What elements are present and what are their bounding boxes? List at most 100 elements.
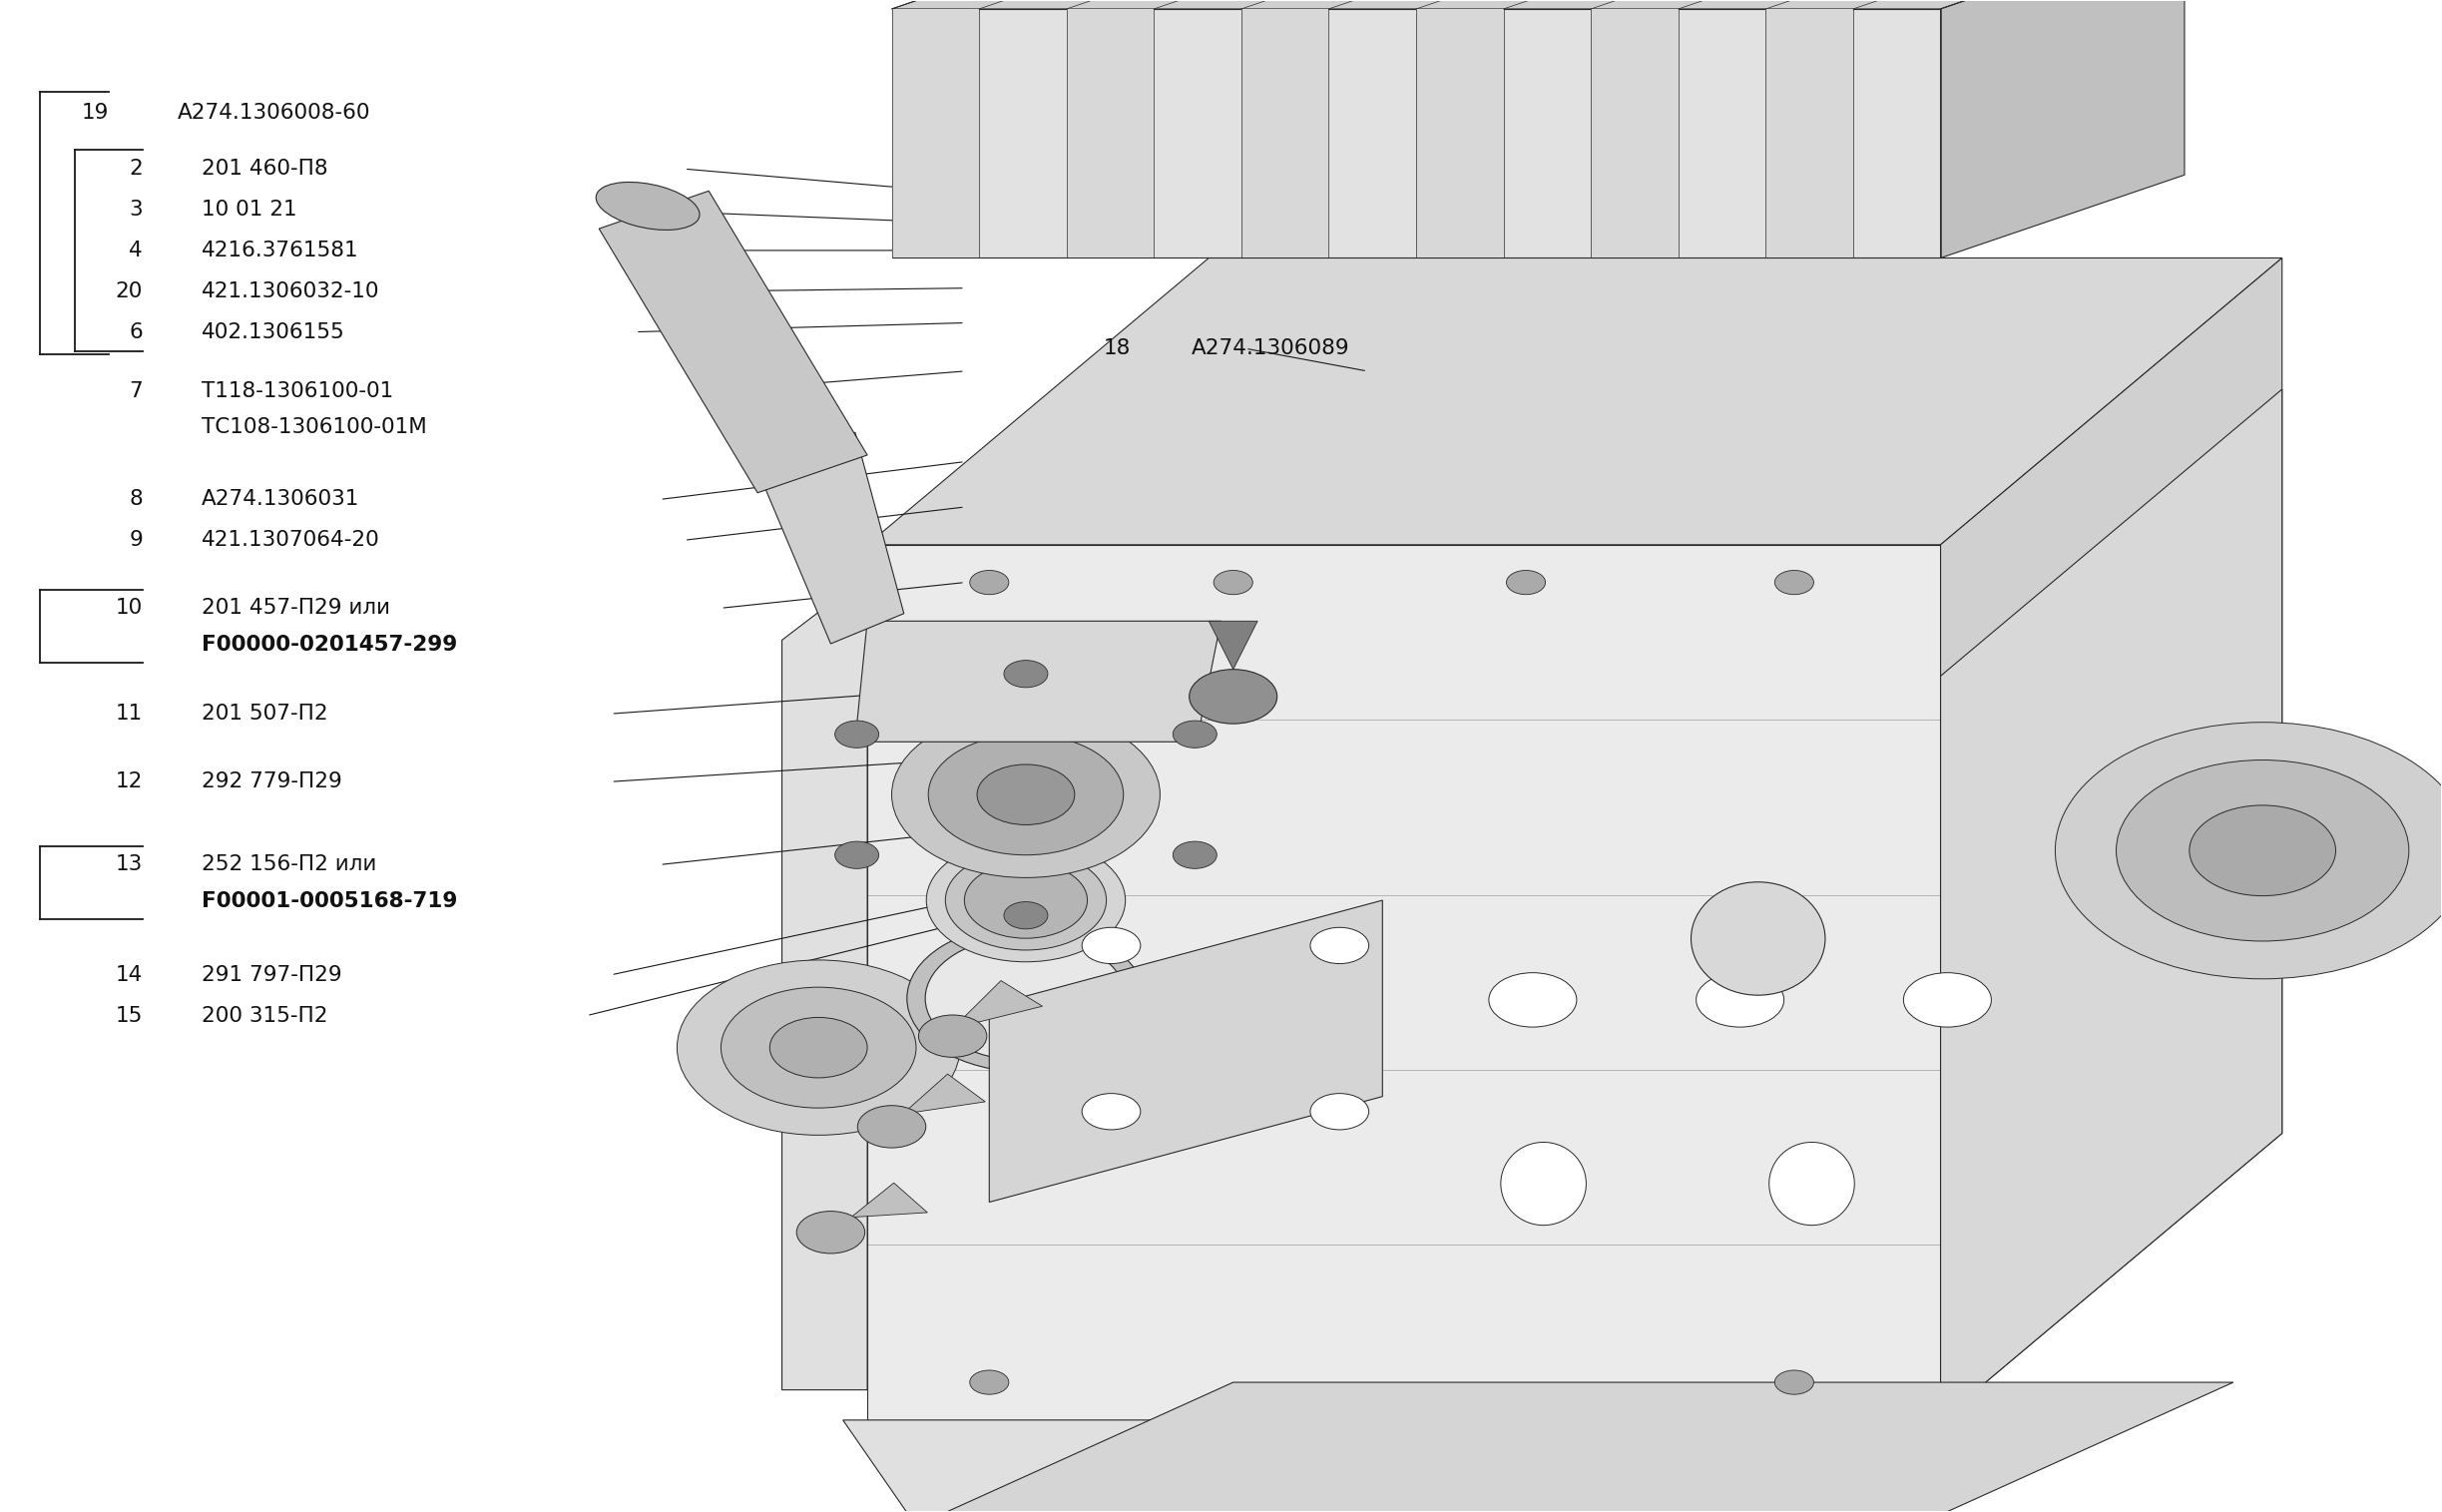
Polygon shape <box>867 544 1941 1420</box>
Polygon shape <box>813 1182 928 1247</box>
Text: 18: 18 <box>1104 339 1131 358</box>
Polygon shape <box>989 900 1382 1202</box>
Polygon shape <box>1209 621 1258 670</box>
Text: 7: 7 <box>129 381 144 401</box>
Circle shape <box>969 570 1009 594</box>
Text: Т118-1306100-01: Т118-1306100-01 <box>200 381 393 401</box>
Circle shape <box>2056 723 2442 978</box>
Text: 14: 14 <box>115 965 144 984</box>
Circle shape <box>1172 721 1216 748</box>
Ellipse shape <box>1502 1142 1587 1225</box>
Text: 12: 12 <box>115 771 144 792</box>
Circle shape <box>965 862 1087 939</box>
Text: 13: 13 <box>115 854 144 874</box>
Polygon shape <box>1590 9 1678 259</box>
Text: F00001-0005168-719: F00001-0005168-719 <box>200 891 457 910</box>
Polygon shape <box>757 432 904 644</box>
Circle shape <box>918 1015 987 1057</box>
Polygon shape <box>1067 9 1155 259</box>
Circle shape <box>1311 1093 1370 1129</box>
Text: F00000-0201457-299: F00000-0201457-299 <box>200 635 457 655</box>
Text: ТС108-1306100-01М: ТС108-1306100-01М <box>200 417 427 437</box>
Circle shape <box>676 960 960 1136</box>
Polygon shape <box>872 1074 984 1140</box>
Polygon shape <box>781 575 867 1390</box>
Text: 291 797-П29: 291 797-П29 <box>200 965 342 984</box>
Polygon shape <box>891 9 1941 259</box>
Text: 16: 16 <box>1104 153 1131 172</box>
Polygon shape <box>855 621 1221 742</box>
Text: 4: 4 <box>129 240 144 260</box>
Text: 9: 9 <box>129 531 144 550</box>
Circle shape <box>1172 841 1216 868</box>
Circle shape <box>977 765 1074 826</box>
Text: 252 156-П2 или: 252 156-П2 или <box>200 854 376 874</box>
Polygon shape <box>1941 389 2283 1420</box>
Text: 421.1307064-20: 421.1307064-20 <box>200 531 381 550</box>
Circle shape <box>769 1018 867 1078</box>
Circle shape <box>1004 901 1048 928</box>
Circle shape <box>1004 661 1048 688</box>
Text: 15: 15 <box>115 1005 144 1025</box>
Text: 10 01 21: 10 01 21 <box>200 200 298 219</box>
Text: 2: 2 <box>129 159 144 178</box>
Polygon shape <box>1941 259 2283 1420</box>
Circle shape <box>969 1370 1009 1394</box>
Circle shape <box>891 712 1160 877</box>
Circle shape <box>926 936 1126 1060</box>
Text: 201 457-П29 или: 201 457-П29 или <box>200 599 391 618</box>
Text: 201 460-П8: 201 460-П8 <box>200 159 327 178</box>
Polygon shape <box>1416 9 1504 259</box>
Circle shape <box>926 839 1126 962</box>
Circle shape <box>1214 570 1253 594</box>
Circle shape <box>928 735 1123 854</box>
Text: 10: 10 <box>115 599 144 618</box>
Text: 3: 3 <box>129 200 144 219</box>
Circle shape <box>720 987 916 1108</box>
Polygon shape <box>1941 0 2186 259</box>
Circle shape <box>796 1211 864 1253</box>
Ellipse shape <box>1690 881 1824 995</box>
Circle shape <box>1775 1370 1814 1394</box>
Circle shape <box>835 841 879 868</box>
Text: А274.1306089: А274.1306089 <box>1192 339 1350 358</box>
Text: 402.1306155: 402.1306155 <box>200 322 344 342</box>
Circle shape <box>906 925 1145 1072</box>
Text: А274.1306031: А274.1306031 <box>200 490 359 510</box>
Text: 201 507-П2: 201 507-П2 <box>200 703 327 724</box>
Text: А274.1306008-60: А274.1306008-60 <box>176 103 371 122</box>
Text: 8: 8 <box>129 490 144 510</box>
Text: 292 779-П29: 292 779-П29 <box>200 771 342 792</box>
Circle shape <box>1082 1093 1140 1129</box>
Polygon shape <box>1241 9 1328 259</box>
Text: 20: 20 <box>115 281 144 301</box>
Circle shape <box>1082 927 1140 963</box>
Ellipse shape <box>596 181 698 230</box>
Text: 21: 21 <box>1104 201 1131 221</box>
Text: 421.1306032-10: 421.1306032-10 <box>200 281 379 301</box>
Text: 24-3724093: 24-3724093 <box>1192 153 1324 172</box>
Ellipse shape <box>1768 1142 1853 1225</box>
Text: 19: 19 <box>81 103 110 122</box>
Circle shape <box>2190 806 2335 895</box>
Circle shape <box>1189 670 1277 724</box>
Polygon shape <box>891 9 979 259</box>
Text: 11: 11 <box>115 703 144 724</box>
Polygon shape <box>916 1382 2234 1512</box>
Circle shape <box>2117 761 2408 940</box>
Text: 6: 6 <box>129 322 144 342</box>
Circle shape <box>1507 570 1546 594</box>
Text: 200 315-П2: 200 315-П2 <box>200 1005 327 1025</box>
Polygon shape <box>933 981 1043 1049</box>
Polygon shape <box>842 1420 1966 1512</box>
Polygon shape <box>867 259 2283 544</box>
Circle shape <box>857 1105 926 1148</box>
Text: 4216.3761581: 4216.3761581 <box>200 240 359 260</box>
Circle shape <box>1697 972 1785 1027</box>
Circle shape <box>945 850 1106 950</box>
Polygon shape <box>891 0 2186 9</box>
Polygon shape <box>1766 9 1853 259</box>
Text: 4215.1306056: 4215.1306056 <box>1192 201 1348 221</box>
Circle shape <box>1311 927 1370 963</box>
Circle shape <box>1902 972 1990 1027</box>
